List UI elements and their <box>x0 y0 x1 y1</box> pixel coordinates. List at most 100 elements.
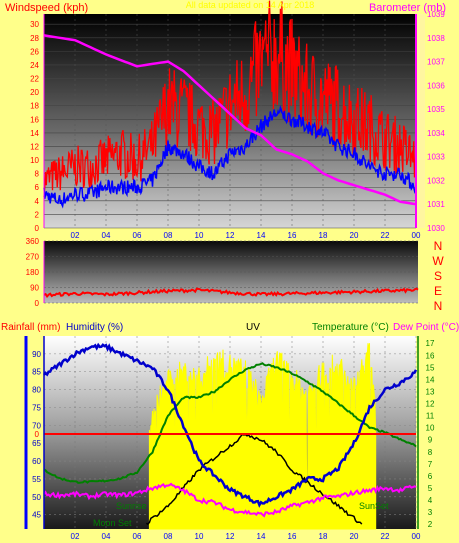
humidity-y-tick: 65 <box>32 439 41 448</box>
temp-y-ticks: 2 3 4 5 6 7 8 9 10 11 12 13 14 15 16 17 <box>426 339 435 529</box>
wind-gust-line <box>43 0 417 198</box>
sunset-label: SunSet <box>359 501 389 511</box>
humidity-line <box>43 342 418 508</box>
baro-y-tick: 1038 <box>427 34 445 43</box>
barometer-line <box>43 34 417 206</box>
humidity-y-tick: 60 <box>32 457 41 466</box>
climate-x-tick: 04 <box>102 532 111 541</box>
wind-x-tick: 06 <box>133 231 142 240</box>
temp-y-tick: 3 <box>428 508 433 517</box>
compass-letter-w: W <box>432 254 444 268</box>
direction-y-tick: 180 <box>26 268 40 277</box>
climate-x-tick: 10 <box>195 532 204 541</box>
temp-y-tick: 14 <box>426 375 435 384</box>
baro-axis-title: Barometer (mb) <box>369 2 446 14</box>
wind-x-tick: 10 <box>195 231 204 240</box>
wind-x-tick: 02 <box>71 231 80 240</box>
wind-y-tick: 22 <box>30 75 39 84</box>
climate-x-tick: 08 <box>164 532 173 541</box>
dewpoint-line <box>43 482 417 518</box>
wind-y-tick: 30 <box>30 20 39 29</box>
wind-y-tick: 26 <box>30 47 39 56</box>
baro-y-tick: 1035 <box>427 105 445 114</box>
temperature-line <box>43 362 417 484</box>
wind-x-tick: 04 <box>102 231 111 240</box>
wind-gust-series <box>43 0 417 198</box>
wind-x-ticks: 02 04 06 08 10 12 14 16 18 20 22 00 <box>71 231 421 240</box>
dewpoint-axis-title: Dew Point (°C) <box>393 322 459 333</box>
compass-letter-n: N <box>434 239 443 253</box>
climate-x-tick: 22 <box>381 532 390 541</box>
compass-letter-e: E <box>434 284 442 298</box>
direction-y-tick: 270 <box>26 253 40 262</box>
wind-y-tick: 2 <box>35 210 40 219</box>
wind-y-tick: 0 <box>35 224 40 233</box>
wind-x-tick: 22 <box>381 231 390 240</box>
wind-y-tick: 20 <box>30 88 39 97</box>
baro-y-tick: 1033 <box>427 153 445 162</box>
wind-x-tick: 18 <box>319 231 328 240</box>
wind-y-tick: 28 <box>30 34 39 43</box>
wind-y-tick: 18 <box>30 102 39 111</box>
date-label: All data updated on 14 Apr 2018 <box>186 0 315 10</box>
temp-y-tick: 17 <box>426 339 435 348</box>
climate-x-tick: 02 <box>71 532 80 541</box>
temp-y-tick: 15 <box>426 363 435 372</box>
wind-y-tick: 24 <box>30 61 39 70</box>
compass-letter-s: S <box>434 269 442 283</box>
humidity-y-ticks: 45 50 55 60 65 70 75 80 85 90 <box>32 350 41 520</box>
compass-letter-n: N <box>434 299 443 313</box>
moonset-label: Moon Set <box>93 518 132 528</box>
direction-line <box>43 287 419 299</box>
baro-y-tick: 1034 <box>427 129 445 138</box>
rainfall-value: 0 <box>35 430 40 439</box>
wind-x-tick: 16 <box>288 231 297 240</box>
wind-x-tick: 12 <box>226 231 235 240</box>
climate-x-tick: 16 <box>288 532 297 541</box>
humidity-y-tick: 70 <box>32 421 41 430</box>
direction-y-tick: 0 <box>35 299 40 308</box>
temp-y-tick: 2 <box>428 520 433 529</box>
humidity-y-tick: 75 <box>32 403 41 412</box>
wind-x-tick: 00 <box>412 231 421 240</box>
wind-y-tick: 16 <box>30 115 39 124</box>
humidity-y-tick: 85 <box>32 368 41 377</box>
direction-y-tick: 90 <box>30 284 39 293</box>
humidity-y-tick: 50 <box>32 493 41 502</box>
baro-y-tick: 1031 <box>427 200 445 209</box>
climate-x-tick: 06 <box>133 532 142 541</box>
temp-y-tick: 4 <box>428 496 433 505</box>
wind-x-tick: 20 <box>350 231 359 240</box>
wind-axis-title: Windspeed (kph) <box>5 2 88 14</box>
wind-x-tick: 08 <box>164 231 173 240</box>
humidity-y-tick: 45 <box>32 511 41 520</box>
climate-x-tick: 14 <box>257 532 266 541</box>
wind-y-tick: 6 <box>35 183 40 192</box>
temp-y-tick: 9 <box>428 436 433 445</box>
temp-y-tick: 5 <box>428 484 433 493</box>
baro-y-tick: 1036 <box>427 81 445 90</box>
wind-y-tick: 4 <box>35 197 40 206</box>
wind-y-tick: 14 <box>30 129 39 138</box>
climate-x-tick: 00 <box>412 532 421 541</box>
humidity-y-tick: 55 <box>32 475 41 484</box>
temp-y-tick: 7 <box>428 460 433 469</box>
temp-axis-title: Temperature (°C) <box>312 322 389 333</box>
wind-y-tick: 10 <box>30 156 39 165</box>
baro-axis-strip <box>416 14 425 228</box>
temp-y-tick: 16 <box>426 351 435 360</box>
temp-y-tick: 11 <box>426 412 435 421</box>
temp-y-tick: 10 <box>426 424 435 433</box>
uv-axis-title: UV <box>246 322 260 333</box>
sunrise-label: Sunrise <box>116 501 147 511</box>
baro-y-tick: 1030 <box>427 224 445 233</box>
climate-x-tick: 20 <box>350 532 359 541</box>
temp-y-tick: 13 <box>426 387 435 396</box>
temp-y-tick: 8 <box>428 448 433 457</box>
climate-x-ticks: 02 04 06 08 10 12 14 16 18 20 22 00 <box>71 532 421 541</box>
humidity-axis-title: Humidity (%) <box>66 322 123 333</box>
humidity-y-tick: 90 <box>32 350 41 359</box>
direction-y-tick: 360 <box>26 237 40 246</box>
wind-y-tick: 12 <box>30 142 39 151</box>
